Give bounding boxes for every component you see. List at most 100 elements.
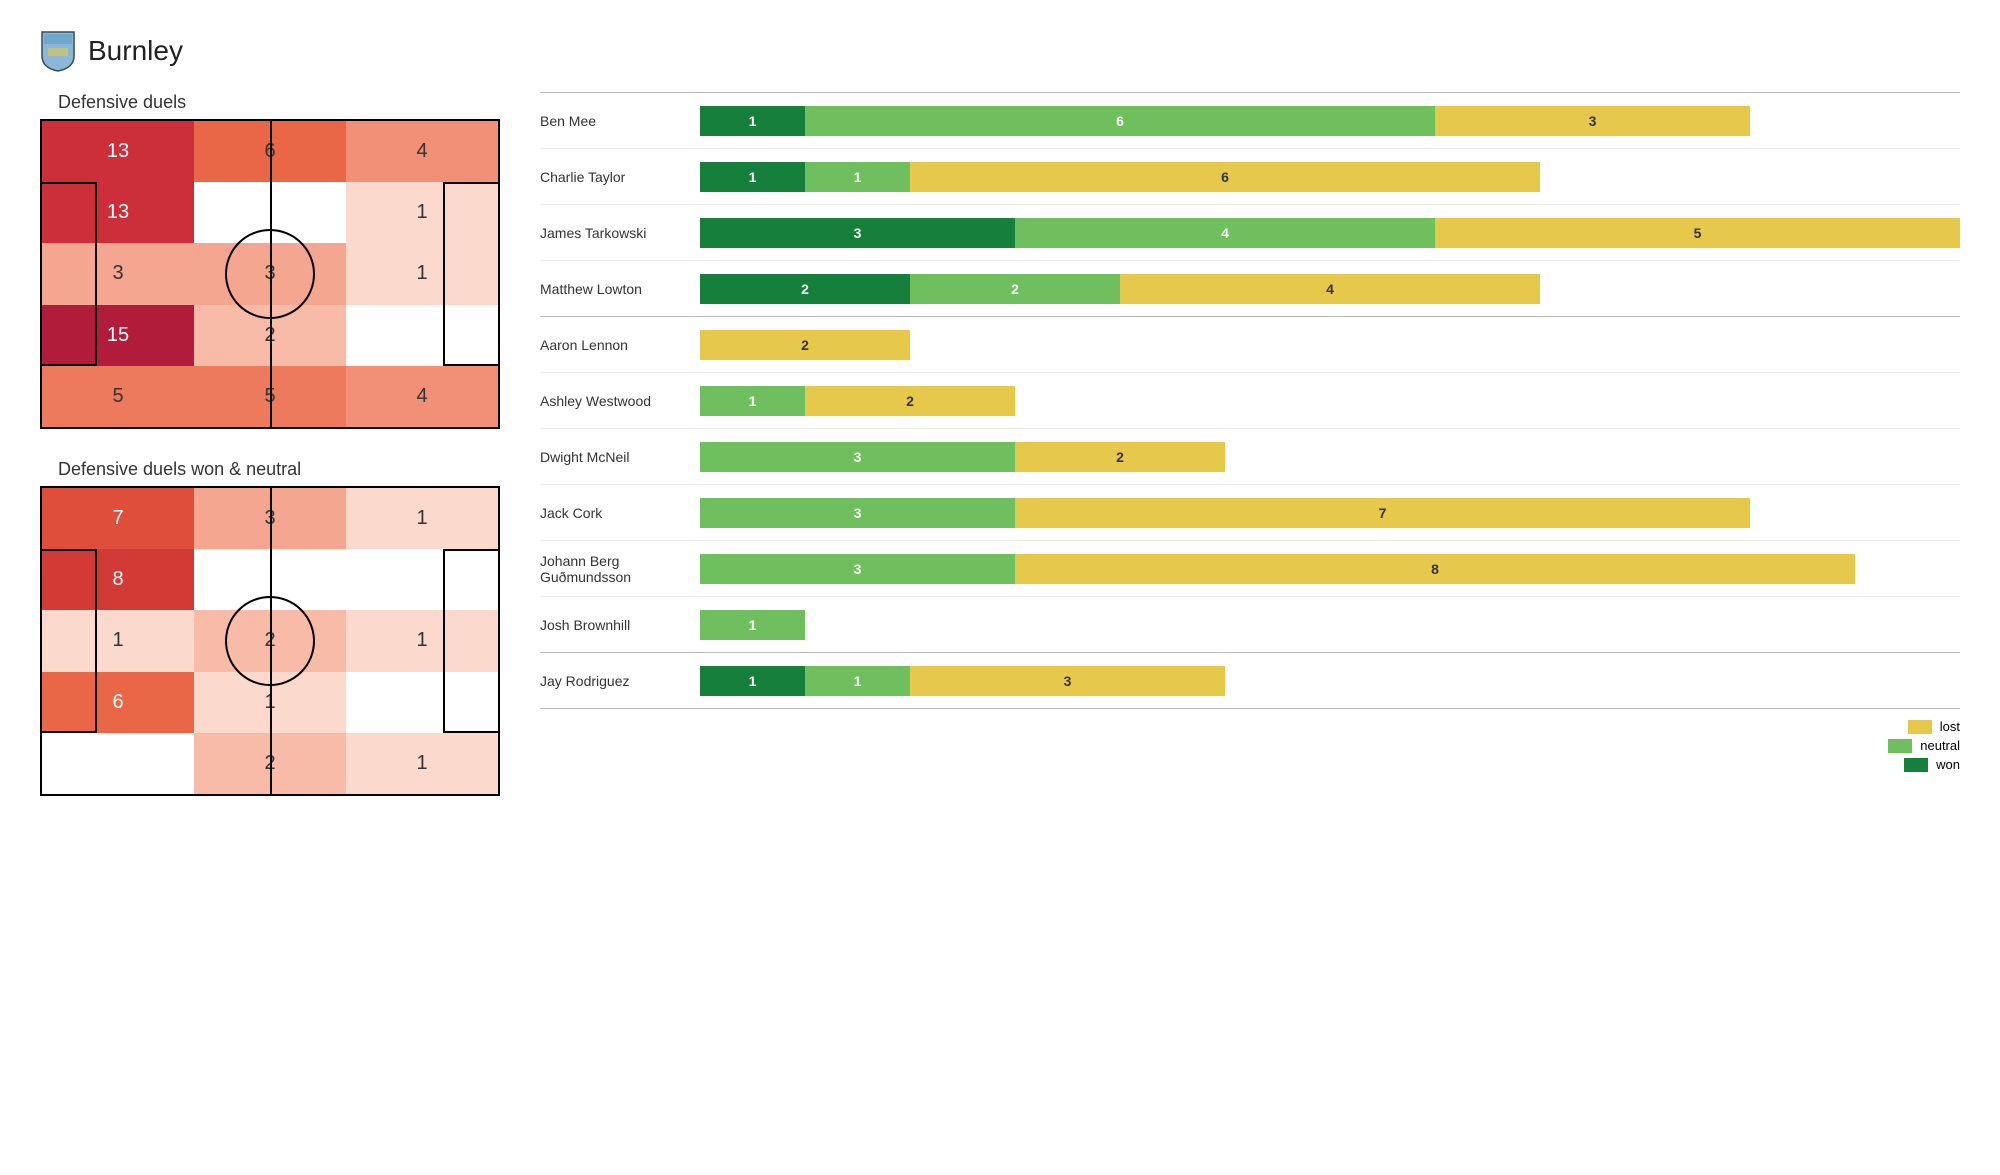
- bar-segment-neutral: 3: [700, 498, 1015, 528]
- heatmap-zone: 2: [194, 733, 346, 794]
- bar-segment-won: 2: [700, 274, 910, 304]
- bar-segment-lost: 5: [1435, 218, 1960, 248]
- heatmap-zone: 3: [42, 243, 194, 304]
- bar-segment-lost: 8: [1015, 554, 1855, 584]
- bar-track: 116: [700, 162, 1960, 192]
- heatmap-zone: 13: [42, 182, 194, 243]
- bar-track: 2: [700, 330, 1960, 360]
- heatmap-zone: 4: [346, 121, 498, 182]
- player-name: Johann Berg Guðmundsson: [540, 553, 700, 585]
- player-row: Ashley Westwood12: [540, 373, 1960, 429]
- heatmap-zone: 4: [346, 366, 498, 427]
- heatmap-zone: 6: [42, 672, 194, 733]
- bar-segment-lost: 6: [910, 162, 1540, 192]
- pitch-title: Defensive duels: [58, 92, 500, 113]
- bar-segment-won: 1: [700, 106, 805, 136]
- bar-track: 12: [700, 386, 1960, 416]
- bar-segment-won: 3: [700, 218, 1015, 248]
- legend-swatch: [1888, 739, 1912, 753]
- bar-segment-neutral: 6: [805, 106, 1435, 136]
- heatmap-zone: 8: [42, 549, 194, 610]
- legend-label: won: [1936, 757, 1960, 772]
- legend-item: lost: [1908, 719, 1960, 734]
- heatmap-zone: [346, 305, 498, 366]
- player-name: Dwight McNeil: [540, 449, 700, 465]
- player-row: Josh Brownhill1: [540, 597, 1960, 653]
- bar-segment-neutral: 2: [910, 274, 1120, 304]
- player-name: James Tarkowski: [540, 225, 700, 241]
- legend-label: neutral: [1920, 738, 1960, 753]
- bar-track: 163: [700, 106, 1960, 136]
- bar-track: 224: [700, 274, 1960, 304]
- heatmap-zone: 1: [346, 733, 498, 794]
- legend: lost neutral won: [540, 719, 1960, 772]
- legend-item: neutral: [1888, 738, 1960, 753]
- bar-track: 38: [700, 554, 1960, 584]
- bar-segment-neutral: 1: [700, 386, 805, 416]
- header: Burnley: [40, 30, 1960, 72]
- player-row: Ben Mee163: [540, 93, 1960, 149]
- player-row: Dwight McNeil32: [540, 429, 1960, 485]
- main-layout: Defensive duels1364131331152554Defensive…: [40, 82, 1960, 826]
- bar-segment-neutral: 3: [700, 442, 1015, 472]
- player-row: James Tarkowski345: [540, 205, 1960, 261]
- bar-segment-neutral: 3: [700, 554, 1015, 584]
- heatmap-zone: 7: [42, 488, 194, 549]
- player-row: Aaron Lennon2: [540, 317, 1960, 373]
- heatmap-zone: 1: [346, 182, 498, 243]
- bar-track: 32: [700, 442, 1960, 472]
- heatmap-zone: 15: [42, 305, 194, 366]
- player-row: Jack Cork37: [540, 485, 1960, 541]
- player-name: Jay Rodriguez: [540, 673, 700, 689]
- heatmap-zone: [346, 672, 498, 733]
- heatmap-zone: [194, 549, 346, 610]
- bar-segment-lost: 3: [910, 666, 1225, 696]
- pitch-heatmap: 73181216121: [40, 486, 500, 796]
- player-name: Aaron Lennon: [540, 337, 700, 353]
- heatmap-zone: 3: [194, 488, 346, 549]
- legend-item: won: [1904, 757, 1960, 772]
- player-name: Ashley Westwood: [540, 393, 700, 409]
- bar-segment-won: 1: [700, 666, 805, 696]
- bar-column: Ben Mee163Charlie Taylor116James Tarkows…: [540, 82, 1960, 826]
- player-name: Ben Mee: [540, 113, 700, 129]
- bar-track: 113: [700, 666, 1960, 696]
- bar-segment-lost: 4: [1120, 274, 1540, 304]
- bar-track: 1: [700, 610, 1960, 640]
- bar-segment-neutral: 4: [1015, 218, 1435, 248]
- bar-segment-lost: 7: [1015, 498, 1750, 528]
- team-badge-icon: [40, 30, 76, 72]
- player-row: Johann Berg Guðmundsson38: [540, 541, 1960, 597]
- bar-chart: Ben Mee163Charlie Taylor116James Tarkows…: [540, 92, 1960, 709]
- heatmap-zone: 1: [346, 243, 498, 304]
- heatmap-zone: 1: [346, 610, 498, 671]
- player-name: Matthew Lowton: [540, 281, 700, 297]
- heatmap-zone: 3: [194, 243, 346, 304]
- bar-segment-lost: 2: [700, 330, 910, 360]
- legend-swatch: [1908, 720, 1932, 734]
- legend-label: lost: [1940, 719, 1960, 734]
- heatmap-zone: 1: [42, 610, 194, 671]
- player-name: Charlie Taylor: [540, 169, 700, 185]
- heatmap-zone: 5: [194, 366, 346, 427]
- player-name: Josh Brownhill: [540, 617, 700, 633]
- heatmap-zone: 2: [194, 305, 346, 366]
- player-row: Matthew Lowton224: [540, 261, 1960, 317]
- heatmap-zone: 2: [194, 610, 346, 671]
- pitch-heatmap: 1364131331152554: [40, 119, 500, 429]
- bar-segment-neutral: 1: [805, 162, 910, 192]
- player-name: Jack Cork: [540, 505, 700, 521]
- bar-segment-lost: 2: [805, 386, 1015, 416]
- bar-segment-neutral: 1: [805, 666, 910, 696]
- player-row: Jay Rodriguez113: [540, 653, 1960, 709]
- bar-segment-lost: 3: [1435, 106, 1750, 136]
- bar-track: 345: [700, 218, 1960, 248]
- bar-segment-neutral: 1: [700, 610, 805, 640]
- legend-swatch: [1904, 758, 1928, 772]
- bar-track: 37: [700, 498, 1960, 528]
- heatmap-zone: 5: [42, 366, 194, 427]
- heatmap-zone: 13: [42, 121, 194, 182]
- heatmap-zone: [194, 182, 346, 243]
- pitch-title: Defensive duels won & neutral: [58, 459, 500, 480]
- heatmap-zone: 1: [346, 488, 498, 549]
